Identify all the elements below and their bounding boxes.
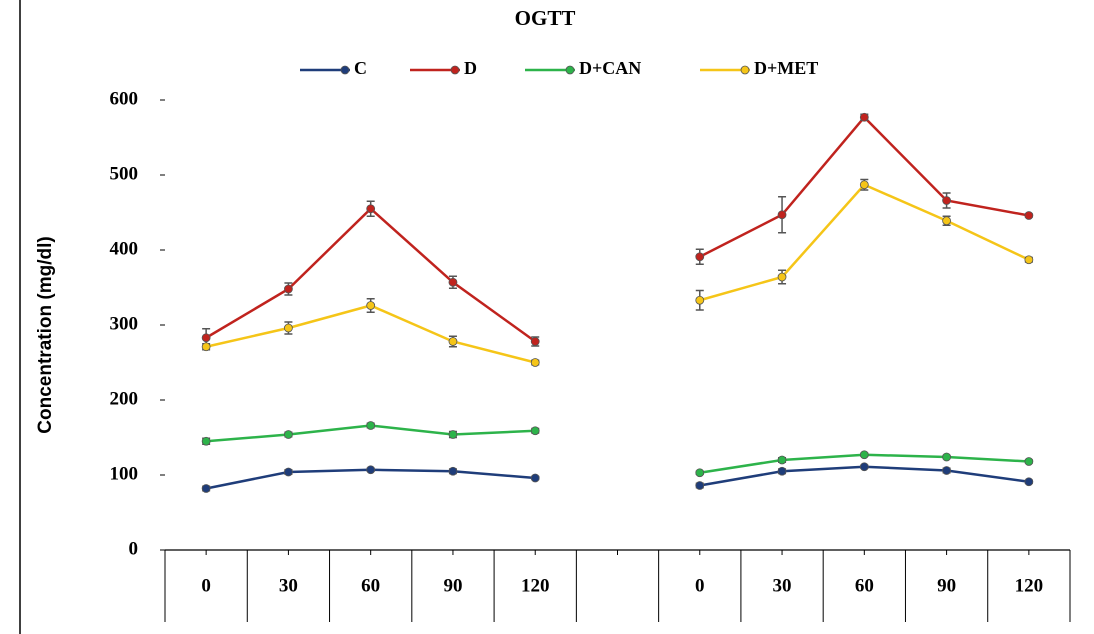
marker xyxy=(777,272,787,282)
marker xyxy=(448,466,458,476)
y-tick-label: 300 xyxy=(110,313,139,334)
legend-label: D+MET xyxy=(754,58,818,78)
marker xyxy=(1024,211,1034,220)
marker xyxy=(859,180,869,190)
marker xyxy=(777,466,787,476)
marker xyxy=(777,210,787,220)
marker xyxy=(859,450,869,460)
marker xyxy=(284,467,293,477)
legend-marker xyxy=(740,65,750,75)
series-line xyxy=(205,465,1030,490)
marker xyxy=(201,333,211,343)
marker xyxy=(284,323,293,333)
x-tick-label: 0 xyxy=(201,575,211,596)
marker xyxy=(942,466,951,475)
x-tick-label: 60 xyxy=(361,575,380,596)
marker xyxy=(859,112,869,122)
y-tick-label: 500 xyxy=(110,163,139,184)
marker xyxy=(1024,255,1034,265)
marker xyxy=(695,481,705,490)
y-tick-label: 0 xyxy=(129,538,139,559)
marker xyxy=(366,421,376,430)
series-line xyxy=(206,424,1029,474)
marker xyxy=(448,337,458,346)
marker xyxy=(366,204,376,214)
y-axis-label: Concentration (mg/dl) xyxy=(35,236,56,433)
marker xyxy=(695,468,705,478)
y-tick-label: 600 xyxy=(110,88,139,109)
legend-marker xyxy=(340,65,350,75)
y-tick-label: 200 xyxy=(110,388,139,409)
marker xyxy=(695,295,705,305)
marker xyxy=(695,252,705,262)
marker xyxy=(859,462,869,472)
marker xyxy=(284,430,293,439)
y-tick-label: 100 xyxy=(110,463,139,484)
x-tick-label: 90 xyxy=(937,575,956,596)
marker xyxy=(366,301,376,310)
x-tick-label: 30 xyxy=(279,575,298,596)
marker xyxy=(942,216,951,226)
marker xyxy=(530,473,540,483)
marker xyxy=(530,426,540,436)
marker xyxy=(201,342,211,352)
x-tick-label: 120 xyxy=(1015,575,1044,596)
marker xyxy=(366,465,376,475)
legend-marker xyxy=(450,65,460,75)
marker xyxy=(201,436,211,446)
legend-label: D+CAN xyxy=(579,58,641,78)
marker xyxy=(1024,457,1034,466)
legend-label: C xyxy=(354,58,367,78)
x-tick-label: 0 xyxy=(695,575,705,596)
series-line xyxy=(205,183,1030,364)
marker xyxy=(201,484,211,493)
marker xyxy=(530,337,540,346)
x-tick-label: 120 xyxy=(521,575,550,596)
series-line xyxy=(205,115,1030,343)
marker xyxy=(777,455,787,465)
x-tick-label: 30 xyxy=(773,575,792,596)
x-tick-label: 60 xyxy=(855,575,874,596)
marker xyxy=(284,284,293,294)
marker xyxy=(942,196,951,205)
legend-marker xyxy=(565,65,575,75)
marker xyxy=(448,430,458,439)
marker xyxy=(530,358,540,367)
legend-label: D xyxy=(464,58,477,78)
x-tick-label: 90 xyxy=(443,575,462,596)
marker xyxy=(448,277,458,287)
y-tick-label: 400 xyxy=(110,238,139,259)
marker xyxy=(1024,477,1034,487)
marker xyxy=(942,452,951,462)
chart-title: OGTT xyxy=(515,6,576,30)
